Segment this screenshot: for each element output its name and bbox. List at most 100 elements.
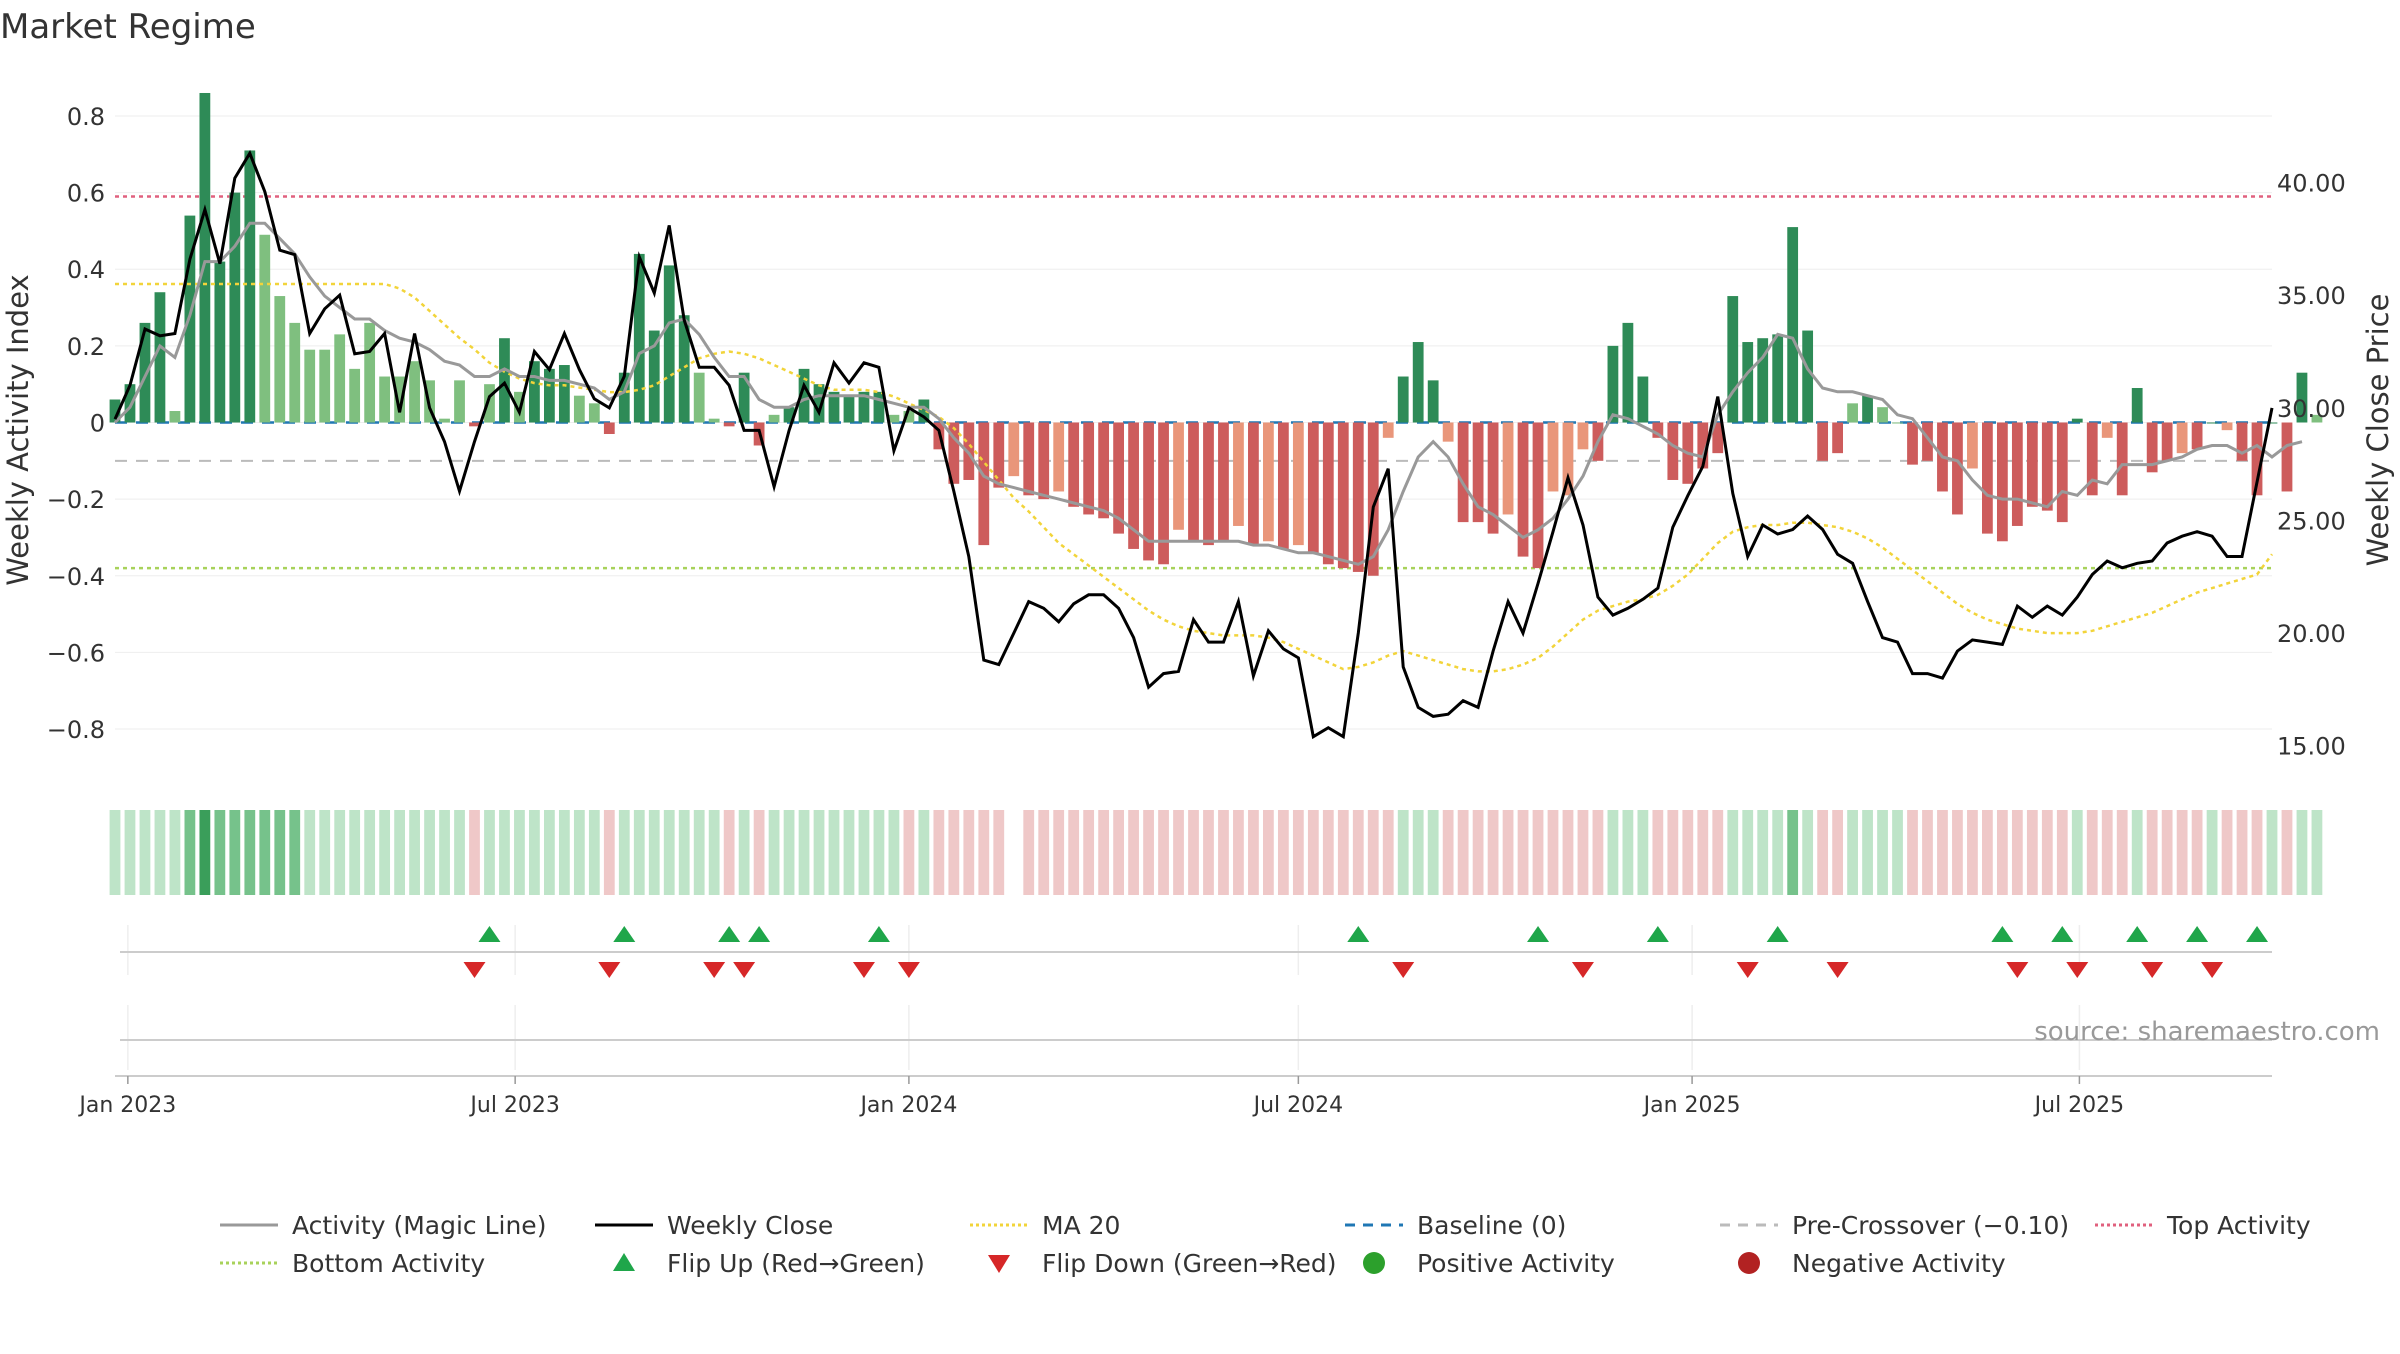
chart-title: Market Regime [0, 7, 256, 47]
regime-strip-cell [618, 810, 630, 895]
activity-bar [499, 338, 510, 423]
legend-label: Baseline (0) [1417, 1211, 1566, 1240]
regime-strip-cell [1832, 810, 1843, 895]
legend-item: Pre-Crossover (−0.10) [1720, 1211, 2069, 1240]
activity-bar [169, 411, 181, 423]
activity-bar [1143, 422, 1154, 561]
regime-strip-cell [379, 810, 391, 895]
activity-bar [1427, 380, 1439, 423]
regime-strip-cell [514, 810, 525, 895]
activity-bar [334, 334, 346, 423]
activity-bar [1083, 422, 1095, 515]
regime-strip-cell [1892, 810, 1903, 895]
regime-strip-cell [169, 810, 181, 895]
regime-strip-cell [1263, 810, 1274, 895]
y2-tick-label: 40.00 [2277, 170, 2346, 198]
flip-down-marker [1826, 962, 1849, 978]
y-tick-label: 0.8 [67, 103, 105, 131]
regime-strip-cell [1652, 810, 1664, 895]
activity-bar [678, 315, 690, 423]
legend-item: Bottom Activity [220, 1249, 485, 1278]
regime-strip-cell [1382, 810, 1394, 895]
activity-bar [1757, 338, 1769, 423]
activity-bar [2206, 422, 2218, 424]
regime-strip-cell [229, 810, 241, 895]
regime-strip-cell [1113, 810, 1124, 895]
legend-label: MA 20 [1042, 1211, 1120, 1240]
activity-bar [783, 407, 795, 423]
regime-strip-cell [1547, 810, 1559, 895]
regime-strip-cell [2011, 810, 2023, 895]
regime-strip-cell [1203, 810, 1214, 895]
regime-strip-cell [334, 810, 346, 895]
regime-strip-cell [2101, 810, 2113, 895]
axes: −0.8 −0.6 −0.4 −0.2 0 0.2 0.4 0.6 0.8 15.00 20.00 2… [47, 103, 2346, 761]
activity-bar [1832, 422, 1843, 454]
activity-bar [1907, 422, 1918, 465]
activity-bar [2251, 422, 2263, 496]
flip-down-marker [2141, 962, 2164, 978]
activity-bar [1772, 334, 1784, 423]
activity-bar [244, 150, 256, 423]
flip-up-marker [1527, 926, 1550, 942]
regime-strip-cell [1337, 810, 1349, 895]
regime-strip-cell [1877, 810, 1888, 895]
regime-strip-cell [663, 810, 675, 895]
regime-strip-cell [1307, 810, 1319, 895]
activity-bar [798, 368, 810, 423]
regime-strip-cell [1847, 810, 1858, 895]
flip-up-marker [1646, 926, 1669, 942]
source-annotation: source: sharemaestro.com [2034, 1017, 2380, 1047]
activity-bar [1862, 395, 1873, 423]
activity-bar [529, 361, 540, 423]
weekly-close-line [113, 149, 2274, 740]
legend-label: Activity (Magic Line) [292, 1211, 546, 1240]
regime-strip-cell [2296, 810, 2308, 895]
y-tick-label: −0.6 [47, 639, 105, 667]
regime-strip-cell [394, 810, 405, 895]
regime-strip-cell [1637, 810, 1649, 895]
regime-strip-cell [499, 810, 510, 895]
activity-bar [1128, 422, 1139, 549]
regime-strip-cell [993, 810, 1005, 895]
activity-bar [469, 422, 480, 427]
activity-bar [918, 399, 930, 423]
x-tick-label: Jul 2025 [2033, 1093, 2125, 1118]
regime-strip-cell [259, 810, 271, 895]
activity-bar [1203, 422, 1214, 546]
activity-bar [1457, 422, 1469, 523]
regime-strip-cell [753, 810, 765, 895]
activity-bar [828, 391, 840, 423]
regime-strip-cell [1502, 810, 1514, 895]
regime-strip-cell [304, 810, 316, 895]
activity-bar [843, 395, 855, 423]
regime-strip-cell [274, 810, 286, 895]
activity-bar [873, 391, 885, 423]
activity-bar [2266, 422, 2278, 424]
regime-strip-cell [1697, 810, 1709, 895]
regime-strip-cell [648, 810, 660, 895]
regime-strip-cell [124, 810, 136, 895]
activity-bar [2176, 422, 2188, 454]
activity-bar [1173, 422, 1184, 530]
y-tick-label: 0.6 [67, 180, 105, 208]
activity-bar [1113, 422, 1124, 534]
activity-bar [154, 292, 166, 423]
activity-bar [124, 384, 136, 423]
activity-bar [2311, 414, 2323, 423]
activity-bar [1307, 422, 1319, 553]
regime-strip-cell [1996, 810, 2008, 895]
flip-up-marker [748, 926, 771, 942]
activity-bar [274, 296, 286, 423]
y2-tick-label: 20.00 [2277, 620, 2346, 648]
regime-strip-cell [798, 810, 810, 895]
regime-strip-cell [1218, 810, 1229, 895]
activity-bar [409, 361, 420, 423]
activity-bars [109, 92, 2323, 576]
activity-bar [948, 422, 960, 484]
regime-strip-cell [2116, 810, 2128, 895]
flip-down-marker [897, 962, 920, 978]
regime-strip-cell [828, 810, 840, 895]
regime-strip-cell [1772, 810, 1784, 895]
